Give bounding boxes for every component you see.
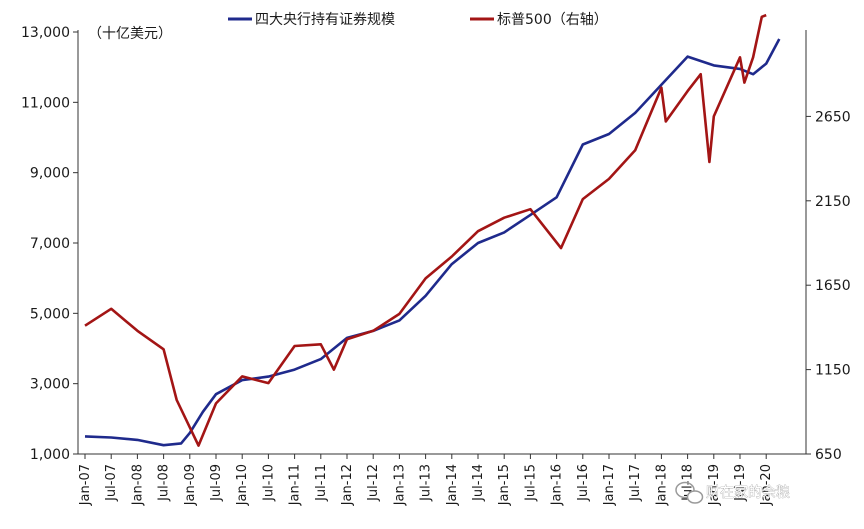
wechat-icon: [675, 481, 704, 504]
watermark-text: 财在家的余粮: [706, 484, 790, 501]
watermark: 财在家的余粮: [675, 481, 790, 504]
x-tick-label: Jan-08: [130, 464, 145, 506]
series-layer: [84, 13, 781, 447]
left-tick-label: 13,000: [21, 25, 70, 41]
x-axis-ticks: Jan-07 Jul-07 Jan-08 Jul-08 Jan-09 Jul-09 Jan-…: [78, 454, 774, 506]
right-tick-label: 2150: [815, 194, 851, 210]
x-tick-label: Jul-14: [471, 464, 486, 502]
left-tick-label: 1,000: [30, 447, 70, 463]
right-tick-label: 1650: [815, 278, 851, 294]
x-tick-label: Jan-11: [288, 464, 303, 506]
legend-label-sp500: 标普500（右轴）: [497, 12, 608, 28]
x-tick-label: Jan-10: [235, 464, 250, 506]
x-tick-label: Jan-20: [759, 464, 774, 506]
x-tick-label: Jul-15: [523, 464, 538, 502]
x-tick-label: Jul-08: [157, 464, 172, 502]
right-tick-label: 2650: [815, 109, 851, 125]
x-tick-label: Jul-11: [314, 464, 329, 502]
x-tick-label: Jul-13: [419, 464, 434, 502]
x-tick-label: Jan-09: [183, 464, 198, 506]
x-tick-label: Jul-12: [366, 464, 381, 502]
legend-label-central-banks: 四大央行持有证券规模: [255, 12, 395, 28]
x-tick-label: Jan-12: [340, 464, 355, 506]
x-tick-label: Jul-16: [576, 464, 591, 502]
legend: 四大央行持有证券规模 标普500（右轴）: [228, 12, 608, 28]
left-tick-label: 5,000: [30, 306, 70, 322]
x-tick-label: Jul-07: [104, 464, 119, 502]
left-axis-ticks: 1,000 3,000 5,000 7,000 9,000 11,000 13,000: [21, 25, 78, 463]
left-tick-label: 11,000: [21, 95, 70, 111]
x-tick-label: Jan-14: [445, 464, 460, 506]
x-tick-label: Jan-18: [654, 464, 669, 506]
x-tick-label: Jan-07: [78, 464, 93, 506]
x-tick-label: Jan-15: [497, 464, 512, 506]
x-tick-label: Jan-19: [707, 464, 722, 506]
series-line-central-banks: [84, 38, 781, 447]
left-tick-label: 9,000: [30, 166, 70, 182]
x-tick-label: Jan-17: [602, 464, 617, 506]
right-axis-ticks: 650 1150 1650 2150 2650: [806, 109, 851, 463]
x-tick-label: Jul-10: [261, 464, 276, 502]
x-tick-label: Jul-17: [628, 464, 643, 502]
right-tick-label: 650: [815, 447, 842, 463]
y-unit-label: （十亿美元）: [88, 26, 172, 42]
series-line-sp500: [84, 13, 767, 447]
left-tick-label: 7,000: [30, 236, 70, 252]
x-tick-label: Jan-16: [550, 464, 565, 506]
x-tick-label: Jul-19: [733, 464, 748, 502]
left-tick-label: 3,000: [30, 377, 70, 393]
x-tick-label: Jan-13: [392, 464, 407, 506]
x-tick-label: Jul-09: [209, 464, 224, 502]
right-tick-label: 1150: [815, 363, 851, 379]
